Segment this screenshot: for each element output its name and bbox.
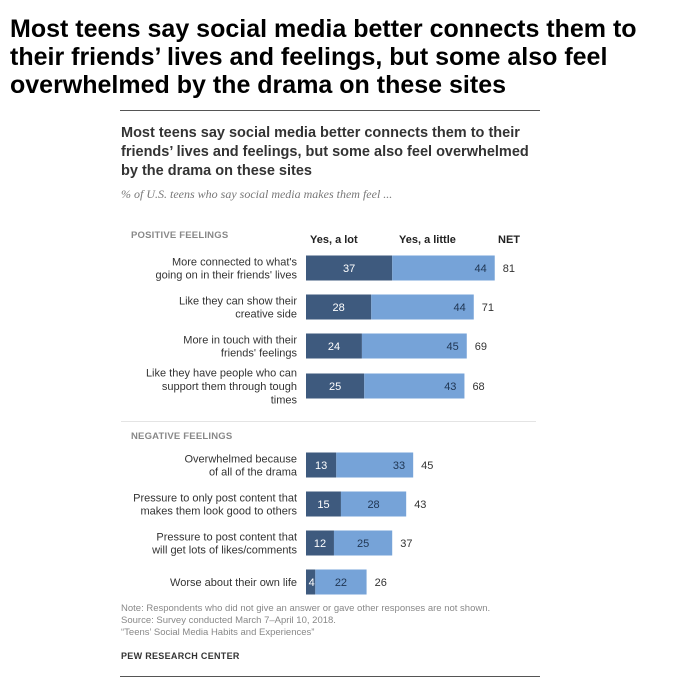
value-net: 45: [421, 460, 433, 472]
category-label: Pressure to only post content that makes …: [133, 492, 297, 517]
category-label-line: More in touch with their: [183, 334, 297, 346]
bar-yes-a-little: [392, 255, 495, 281]
value-yes-a-little: 45: [447, 341, 459, 353]
value-yes-a-little: 28: [367, 499, 379, 511]
bar-yes-a-little: [364, 373, 465, 399]
value-net: 81: [503, 263, 515, 275]
bar-yes-a-little: [315, 569, 367, 595]
value-yes-a-lot: 37: [343, 263, 355, 275]
category-label-line: support them through tough: [162, 381, 297, 393]
value-net: 26: [375, 577, 387, 589]
value-yes-a-lot: 12: [314, 538, 326, 550]
bar-yes-a-little: [361, 333, 467, 359]
bar-yes-a-lot: [306, 333, 362, 359]
category-label-line: Pressure to post content that: [156, 531, 297, 543]
value-net: 71: [482, 302, 494, 314]
category-label-line: times: [271, 394, 298, 406]
category-label-line: creative side: [235, 309, 297, 321]
legend-yes-a-lot: Yes, a lot: [310, 234, 358, 246]
category-label-line: of all of the drama: [209, 467, 298, 479]
category-label: More connected to what's going on in thei…: [155, 256, 297, 281]
brand-logo-text: PEW RESEARCH CENTER: [121, 651, 240, 661]
bar-yes-a-lot: [306, 569, 316, 595]
value-yes-a-lot: 13: [315, 460, 327, 472]
value-net: 37: [400, 538, 412, 550]
category-label-line: will get lots of likes/comments: [151, 545, 297, 557]
category-label-line: makes them look good to others: [140, 506, 297, 518]
category-label: Like they have people who can support the…: [146, 368, 298, 407]
value-net: 68: [472, 381, 484, 393]
value-net: 43: [414, 499, 426, 511]
bar-yes-a-lot: [306, 530, 334, 556]
bar-yes-a-lot: [306, 255, 393, 281]
chart-title: Most teens say social media better conne…: [121, 125, 529, 179]
category-label: Overwhelmed because of all of the drama: [184, 453, 297, 478]
category-label-line: Worse about their own life: [170, 577, 297, 589]
source-text: Source: Survey conducted March 7–April 1…: [121, 615, 336, 626]
value-yes-a-little: 33: [393, 460, 405, 472]
value-yes-a-lot: 24: [328, 341, 340, 353]
category-label-line: More connected to what's: [172, 256, 298, 268]
value-yes-a-lot: 4: [309, 577, 315, 589]
category-label-line: Overwhelmed because: [184, 453, 297, 465]
report-text: “Teens’ Social Media Habits and Experien…: [121, 627, 315, 638]
category-label: Worse about their own life: [170, 577, 297, 589]
value-yes-a-lot: 25: [329, 381, 341, 393]
value-net: 69: [475, 341, 487, 353]
legend-net: NET: [498, 234, 520, 246]
category-label-line: Like they have people who can: [146, 368, 297, 380]
category-label: More in touch with their friends' feeling…: [183, 334, 297, 359]
category-label-line: Like they can show their: [179, 295, 297, 307]
footnote: Note: Respondents who did not give an an…: [121, 603, 490, 639]
category-label-line: Pressure to only post content that: [133, 492, 297, 504]
category-label: Pressure to post content that will get lo…: [151, 531, 297, 556]
value-yes-a-little: 22: [335, 577, 347, 589]
value-yes-a-lot: 15: [317, 499, 329, 511]
value-yes-a-little: 44: [474, 263, 486, 275]
bar-yes-a-lot: [306, 452, 337, 478]
value-yes-a-little: 44: [454, 302, 466, 314]
chart-subtitle: % of U.S. teens who say social media mak…: [121, 187, 393, 201]
section-negative: NEGATIVE FEELINGS: [131, 431, 233, 442]
category-label: Like they can show their creative side: [179, 295, 297, 320]
value-yes-a-lot: 28: [332, 302, 344, 314]
bottom-rule: [120, 676, 540, 677]
value-yes-a-little: 43: [444, 381, 456, 393]
category-label-line: going on in their friends' lives: [155, 270, 297, 282]
bar-yes-a-little: [333, 530, 393, 556]
section-divider: [121, 421, 536, 422]
bar-yes-a-little: [340, 491, 407, 517]
category-label-line: friends' feelings: [221, 348, 298, 360]
bar-yes-a-lot: [306, 373, 365, 399]
bar-yes-a-little: [371, 294, 474, 320]
section-positive: POSITIVE FEELINGS: [131, 230, 229, 241]
value-yes-a-little: 25: [357, 538, 369, 550]
legend-yes-a-little: Yes, a little: [399, 234, 456, 246]
bar-yes-a-lot: [306, 491, 341, 517]
bar-yes-a-little: [336, 452, 414, 478]
bar-yes-a-lot: [306, 294, 372, 320]
note-text: Note: Respondents who did not give an an…: [121, 603, 491, 614]
headline: Most teens say social media better conne…: [10, 15, 637, 99]
top-rule: [120, 110, 540, 111]
